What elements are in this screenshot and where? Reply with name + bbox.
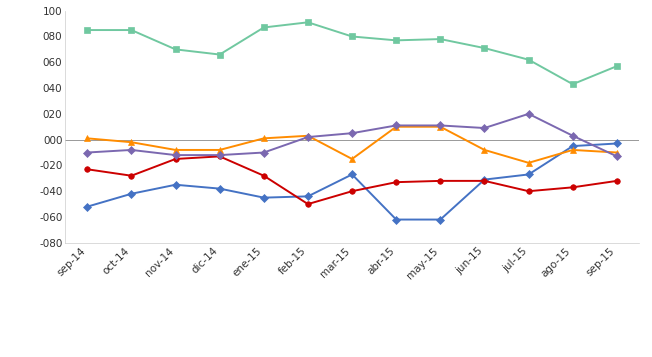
Movistar <box>481 177 488 182</box>
Vodafone <box>216 154 224 159</box>
Vodafone <box>436 179 444 183</box>
Orange <box>83 136 91 140</box>
Yoigo <box>436 123 444 127</box>
Vodafone <box>348 189 356 193</box>
Movistar <box>525 172 533 177</box>
Movistar <box>171 183 179 187</box>
Movistar <box>393 217 400 222</box>
Yoigo <box>216 153 224 157</box>
OMV <box>260 25 268 30</box>
Orange <box>348 157 356 161</box>
OMV <box>525 57 533 62</box>
Movistar <box>128 192 136 196</box>
OMV <box>304 20 312 24</box>
OMV <box>128 28 136 32</box>
Movistar <box>260 196 268 200</box>
OMV <box>83 28 91 32</box>
Yoigo <box>304 135 312 139</box>
Vodafone <box>128 174 136 178</box>
Yoigo <box>613 154 621 159</box>
Vodafone <box>481 179 488 183</box>
Line: Yoigo: Yoigo <box>85 111 619 159</box>
Movistar <box>436 217 444 222</box>
Line: Vodafone: Vodafone <box>85 154 619 207</box>
OMV <box>569 82 576 86</box>
Orange <box>216 148 224 152</box>
Vodafone <box>525 189 533 193</box>
Yoigo <box>569 134 576 138</box>
Vodafone <box>304 202 312 206</box>
Movistar <box>569 144 576 148</box>
Vodafone <box>393 180 400 184</box>
Vodafone <box>260 174 268 178</box>
OMV <box>481 46 488 50</box>
OMV <box>436 37 444 41</box>
Vodafone <box>83 167 91 171</box>
Yoigo <box>481 126 488 130</box>
Orange <box>260 136 268 140</box>
Yoigo <box>171 153 179 157</box>
OMV <box>171 47 179 51</box>
Yoigo <box>393 123 400 127</box>
Yoigo <box>83 150 91 155</box>
OMV <box>348 34 356 39</box>
Yoigo <box>260 150 268 155</box>
Line: Movistar: Movistar <box>85 141 619 222</box>
Orange <box>393 125 400 129</box>
Orange <box>613 150 621 155</box>
Yoigo <box>525 112 533 116</box>
Movistar <box>304 194 312 198</box>
Orange <box>128 140 136 144</box>
Vodafone <box>569 185 576 190</box>
OMV <box>613 64 621 68</box>
Orange <box>171 148 179 152</box>
Movistar <box>613 141 621 146</box>
Orange <box>436 125 444 129</box>
Orange <box>525 161 533 165</box>
Movistar <box>216 186 224 191</box>
Line: OMV: OMV <box>85 20 619 87</box>
Vodafone <box>613 179 621 183</box>
Movistar <box>83 205 91 209</box>
Orange <box>304 134 312 138</box>
Movistar <box>348 172 356 177</box>
Yoigo <box>348 131 356 135</box>
Vodafone <box>171 157 179 161</box>
Orange <box>569 148 576 152</box>
OMV <box>393 38 400 42</box>
OMV <box>216 52 224 57</box>
Line: Orange: Orange <box>85 124 619 166</box>
Yoigo <box>128 148 136 152</box>
Orange <box>481 148 488 152</box>
